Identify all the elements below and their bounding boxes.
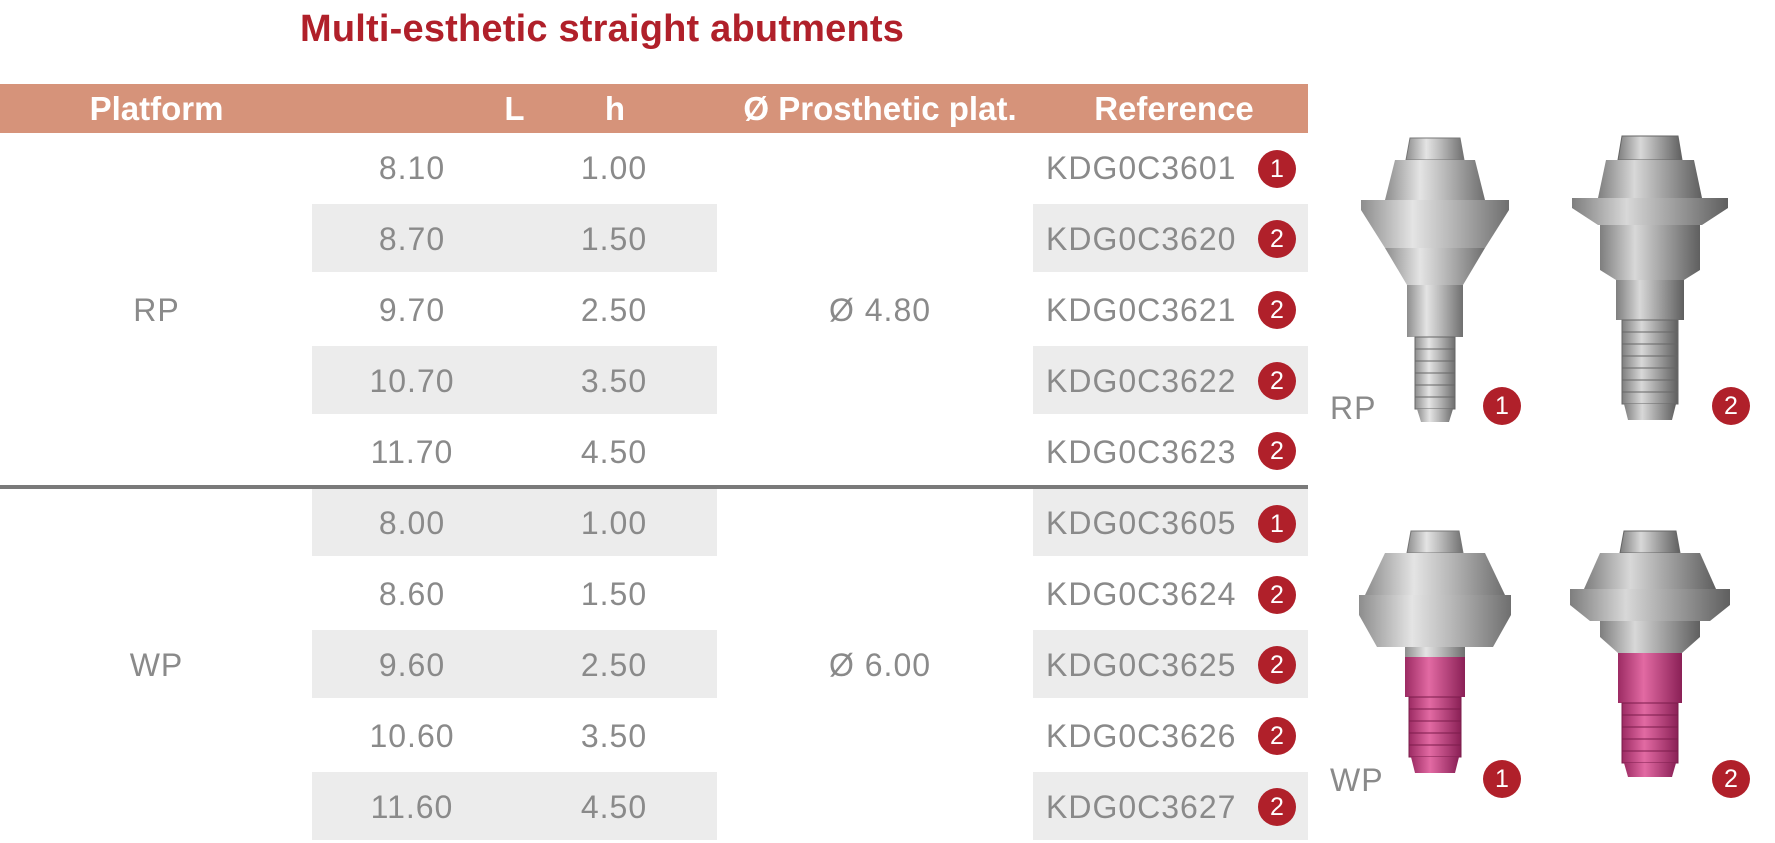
- cell-l: 10.60: [369, 718, 455, 754]
- cell-reference: KDG0C3621: [1046, 292, 1237, 328]
- row-band: [312, 346, 717, 414]
- table-header: Platform L h Ø Prosthetic plat. Referenc…: [0, 84, 1308, 133]
- prosthetic-wp: Ø 6.00: [828, 647, 932, 683]
- prosthetic-rp: Ø 4.80: [828, 292, 932, 328]
- header-prosthetic: Ø Prosthetic plat.: [743, 90, 1017, 127]
- cell-h: 1.50: [580, 221, 648, 257]
- cell-h: 2.50: [580, 647, 648, 683]
- row-band: [312, 488, 717, 556]
- wp-image-label: WP: [1330, 762, 1384, 798]
- page-title: Multi-esthetic straight abutments: [300, 8, 905, 50]
- platform-wp: WP: [129, 647, 184, 683]
- cell-h: 2.50: [580, 292, 648, 328]
- type-badge: 2: [1258, 220, 1296, 258]
- wp-image-badge-1: 1: [1483, 760, 1521, 798]
- cell-l: 8.00: [378, 505, 446, 541]
- type-badge: 2: [1258, 788, 1296, 826]
- cell-l: 9.70: [378, 292, 446, 328]
- rp-image-label: RP: [1330, 390, 1377, 426]
- type-badge: 2: [1258, 362, 1296, 400]
- header-reference: Reference: [1094, 90, 1254, 127]
- cell-reference: KDG0C3624: [1046, 576, 1237, 612]
- cell-l: 8.10: [378, 150, 446, 186]
- cell-l: 8.60: [378, 576, 446, 612]
- rp-abutment-2-image: [1572, 135, 1728, 420]
- cell-l: 11.60: [370, 789, 454, 825]
- cell-h: 1.50: [580, 576, 648, 612]
- header-h: h: [604, 90, 626, 127]
- type-badge: 1: [1258, 505, 1296, 543]
- wp-image-badge-2: 2: [1712, 760, 1750, 798]
- type-badge: 2: [1258, 646, 1296, 684]
- cell-l: 11.70: [370, 434, 454, 470]
- cell-h: 3.50: [580, 363, 648, 399]
- cell-h: 4.50: [580, 789, 648, 825]
- cell-h: 4.50: [580, 434, 648, 470]
- cell-reference: KDG0C3627: [1046, 789, 1237, 825]
- wp-abutment-1-image: [1359, 530, 1511, 773]
- group-divider: [0, 485, 1308, 489]
- rp-abutment-1-image: [1361, 137, 1509, 422]
- wp-abutment-2-image: [1570, 530, 1730, 777]
- type-badge: 2: [1258, 717, 1296, 755]
- cell-l: 10.70: [369, 363, 455, 399]
- row-band: [312, 630, 717, 698]
- cell-l: 8.70: [378, 221, 446, 257]
- cell-l: 9.60: [378, 647, 446, 683]
- cell-h: 3.50: [580, 718, 648, 754]
- cell-h: 1.00: [580, 150, 648, 186]
- cell-h: 1.00: [580, 505, 648, 541]
- cell-reference: KDG0C3625: [1046, 647, 1237, 683]
- type-badge: 2: [1258, 432, 1296, 470]
- type-badge: 2: [1258, 576, 1296, 614]
- cell-reference: KDG0C3601: [1046, 150, 1237, 186]
- rp-image-badge-2: 2: [1712, 387, 1750, 425]
- cell-reference: KDG0C3626: [1046, 718, 1237, 754]
- type-badge: 1: [1258, 150, 1296, 188]
- rp-image-badge-1: 1: [1483, 387, 1521, 425]
- cell-reference: KDG0C3605: [1046, 505, 1237, 541]
- row-band: [312, 772, 717, 840]
- row-band: [312, 204, 717, 272]
- header-platform: Platform: [89, 90, 224, 127]
- platform-rp: RP: [133, 292, 180, 328]
- cell-reference: KDG0C3623: [1046, 434, 1237, 470]
- cell-reference: KDG0C3622: [1046, 363, 1237, 399]
- cell-reference: KDG0C3620: [1046, 221, 1237, 257]
- header-l: L: [504, 90, 525, 127]
- type-badge: 2: [1258, 291, 1296, 329]
